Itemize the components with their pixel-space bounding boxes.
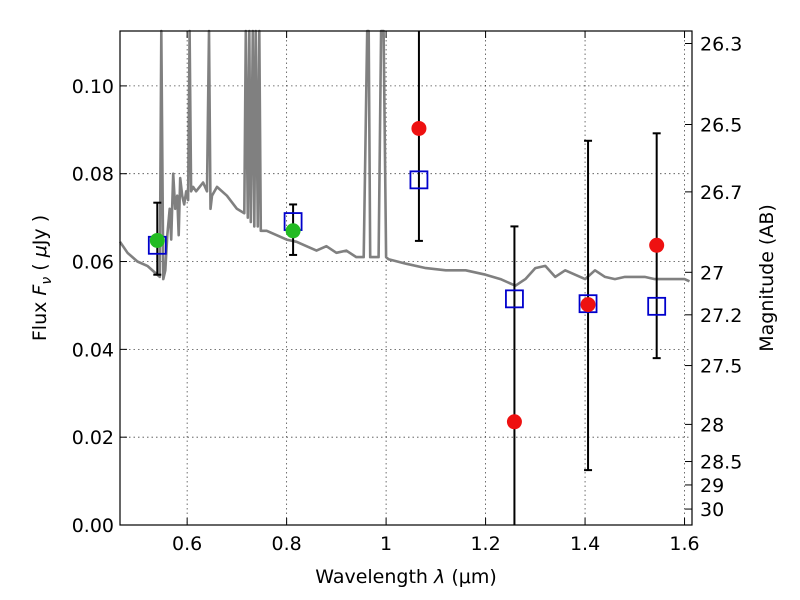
y2-tick-label: 27 [700, 262, 724, 284]
y2-tick-label: 27.5 [700, 356, 742, 378]
y-tick-label: 0.08 [72, 164, 114, 186]
sed-line [118, 29, 691, 288]
y2-tick-label: 26.5 [700, 115, 742, 137]
x-tick-label: 1.6 [669, 533, 699, 555]
y2-tick-label: 29 [700, 475, 724, 497]
model-photometry-square [647, 296, 667, 316]
y2-tick-label: 26.7 [700, 182, 742, 204]
observed-points [149, 120, 665, 430]
y2-axis-label: Magnitude (AB) [756, 204, 778, 352]
y-axis-label: Flux Fν ( μJy ) [29, 215, 55, 341]
y-tick-label: 0.04 [72, 339, 114, 361]
plot-frame [119, 30, 693, 526]
y2-tick-label: 26.3 [700, 33, 742, 55]
non-detection-point [411, 120, 427, 136]
x-axis-ticks: 0.6 0.8 1 1.2 1.4 1.6 [172, 31, 700, 555]
y-tick-label: 0.00 [72, 515, 114, 537]
model-photometry-square [409, 170, 429, 190]
y-tick-label: 0.06 [72, 252, 114, 274]
y2-tick-label: 28.5 [700, 452, 742, 474]
model-photometry-square [578, 294, 598, 314]
y2-tick-label: 30 [700, 499, 724, 521]
y2-tick-label: 27.2 [700, 305, 742, 327]
grid-lines [120, 31, 692, 525]
x-tick-label: 0.8 [272, 533, 302, 555]
y2-tick-label: 28 [700, 414, 724, 436]
non-detection-point [506, 414, 522, 430]
detection-point [149, 232, 165, 248]
y-tick-label: 0.02 [72, 427, 114, 449]
non-detection-point [580, 297, 596, 313]
y-tick-label: 0.10 [72, 76, 114, 98]
x-tick-label: 1.4 [570, 533, 600, 555]
detection-point [285, 223, 301, 239]
y-axis-ticks: 0.00 0.02 0.04 0.06 0.08 0.10 [72, 76, 127, 537]
model-sed [118, 29, 691, 288]
model-photometry-square [505, 289, 524, 309]
x-tick-label: 1 [380, 533, 392, 555]
non-detection-point [649, 237, 665, 253]
x-tick-label: 0.6 [172, 533, 202, 555]
x-axis-label: Wavelength λ (μm) [315, 566, 496, 588]
x-tick-label: 1.2 [470, 533, 500, 555]
